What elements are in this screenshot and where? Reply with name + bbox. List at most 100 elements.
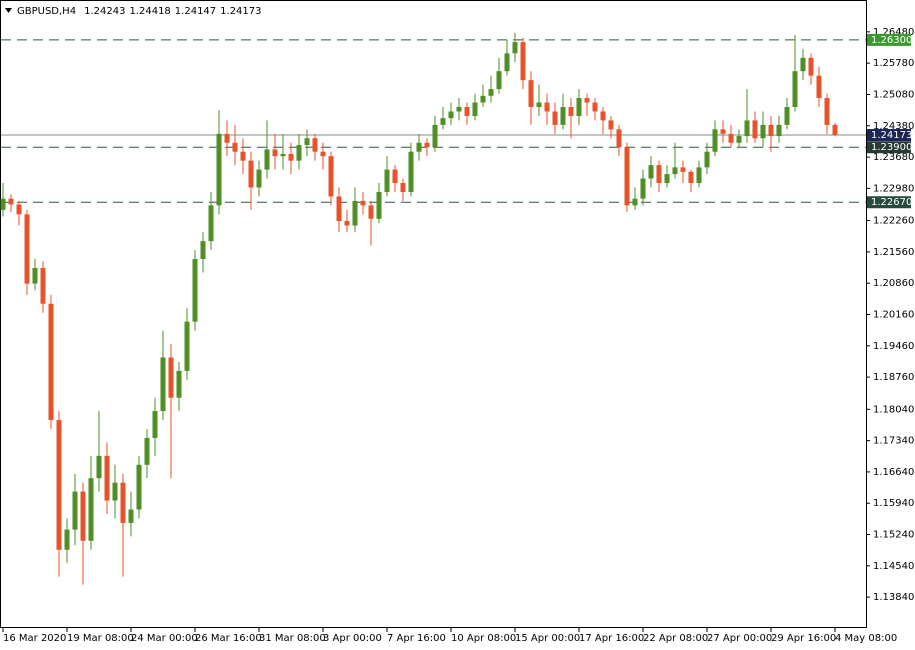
candle-body [784, 106, 790, 125]
low: 1.24147 [175, 6, 216, 17]
price-label: 1.23900 [871, 142, 912, 153]
candle-body [424, 142, 430, 148]
candle-body [336, 196, 342, 222]
candle-body [760, 124, 766, 139]
candle-body [56, 420, 62, 550]
candle-body [824, 98, 830, 125]
candle-body [752, 120, 758, 139]
menu-arrow[interactable] [5, 8, 12, 13]
candle-body [584, 98, 590, 103]
candle-body [232, 142, 238, 152]
high: 1.24418 [129, 6, 170, 17]
x-tick-label: 29 Apr 16:00 [771, 633, 836, 644]
candle-body [456, 106, 462, 112]
x-tick-label: 3 Apr 00:00 [323, 633, 382, 644]
candle-body [800, 57, 806, 72]
candle-body [664, 174, 670, 184]
candle-body [504, 53, 510, 72]
candle-body [640, 178, 646, 199]
close: 1.24173 [220, 6, 261, 17]
candle-body [360, 200, 366, 206]
candle-body [776, 124, 782, 137]
x-tick-label: 15 Apr 00:00 [515, 633, 580, 644]
x-tick-label: 10 Apr 08:00 [451, 633, 516, 644]
candle-body [144, 437, 150, 465]
candle-body [128, 509, 134, 523]
candle-body [168, 357, 174, 398]
candle-body [328, 156, 334, 197]
candle-body [832, 124, 838, 136]
price-label: 1.24173 [871, 130, 912, 141]
candle-body [472, 102, 478, 116]
x-tick-label: 26 Mar 16:00 [195, 633, 262, 644]
candle-body [496, 71, 502, 90]
y-tick-label: 1.19460 [873, 341, 914, 352]
candle-body [592, 102, 598, 112]
candle-body [744, 120, 750, 137]
candle-body [736, 136, 742, 143]
candle-body [624, 147, 630, 206]
candle-body [16, 204, 22, 215]
candle-body [280, 153, 286, 157]
candle-body [224, 133, 230, 143]
candle-body [544, 102, 550, 112]
candle-body [408, 151, 414, 192]
candle-body [344, 221, 350, 226]
candle-body [216, 133, 222, 206]
price-label-box [867, 141, 911, 154]
x-tick-label: 16 Mar 2020 [3, 633, 66, 644]
y-tick-label: 1.20160 [873, 310, 914, 321]
candle-body [560, 106, 566, 125]
candle-body [96, 455, 102, 479]
y-tick-label: 1.16640 [873, 467, 914, 478]
candle-body [464, 106, 470, 116]
x-tick-label: 7 Apr 16:00 [387, 633, 446, 644]
candle-body [368, 205, 374, 219]
candle-body [648, 165, 654, 179]
candle-body [712, 129, 718, 152]
x-tick-label: 22 Apr 08:00 [643, 633, 708, 644]
candle-body [608, 120, 614, 130]
x-tick-label: 19 Mar 08:00 [67, 633, 134, 644]
candle-body [536, 102, 542, 107]
y-tick-label: 1.23680 [873, 152, 914, 163]
candle-body [488, 89, 494, 96]
open: 1.24243 [84, 6, 125, 17]
price-label-box [867, 33, 911, 46]
x-tick-label: 24 Mar 00:00 [131, 633, 198, 644]
candle-body [552, 111, 558, 125]
candle-body [656, 165, 662, 184]
candle-body [176, 370, 182, 398]
candle-body [392, 169, 398, 184]
candle-body [80, 491, 86, 541]
candle-body [136, 464, 142, 510]
y-tick-label: 1.15940 [873, 498, 914, 509]
candle-body [112, 482, 118, 501]
candle-body [48, 303, 54, 421]
candle-body [688, 171, 694, 184]
candle-body [696, 167, 702, 184]
candle-body [0, 198, 6, 210]
y-tick-label: 1.22980 [873, 183, 914, 194]
x-tick-label: 4 May 08:00 [835, 633, 897, 644]
candle-body [192, 259, 198, 322]
candle-body [632, 198, 638, 206]
candle-body [680, 167, 686, 172]
candle-body [704, 151, 710, 168]
x-tick-label: 27 Apr 00:00 [707, 633, 772, 644]
y-tick-label: 1.21560 [873, 247, 914, 258]
candle-body [72, 491, 78, 530]
candle-body [400, 183, 406, 192]
candle-body [272, 149, 278, 157]
symbol: GBPUSD,H4 [17, 6, 76, 17]
candle-body [568, 106, 574, 116]
candle-body [768, 124, 774, 137]
candle-body [200, 241, 206, 260]
candle-body [352, 200, 358, 226]
y-tick-label: 1.13840 [873, 592, 914, 603]
candle-body [384, 169, 390, 192]
candle-body [512, 42, 518, 54]
header: GBPUSD,H4 1.24243 1.24418 1.24147 1.24173 [17, 6, 262, 17]
price-label: 1.22670 [871, 197, 912, 208]
